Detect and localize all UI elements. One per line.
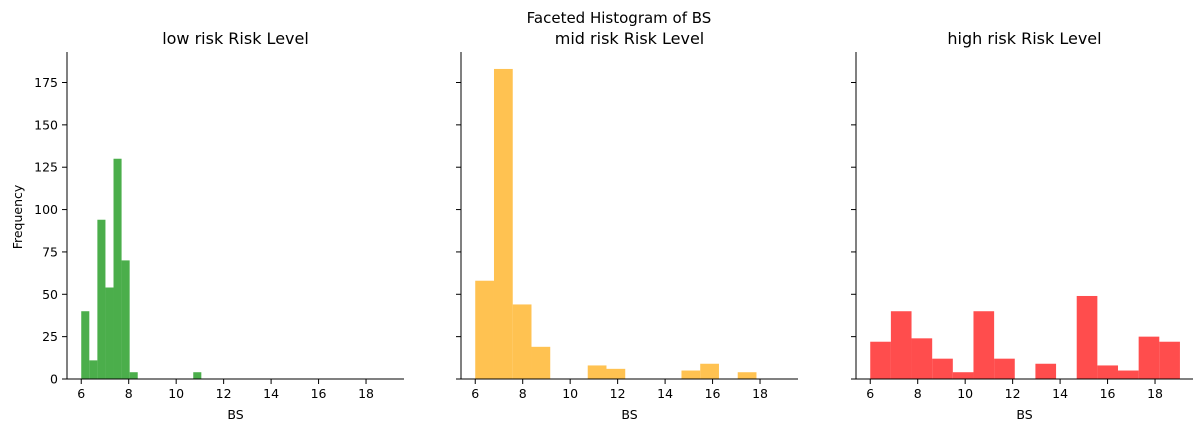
x-tick-label: 12 — [610, 386, 626, 401]
x-tick-label: 8 — [914, 386, 922, 401]
x-tick-label: 12 — [1005, 386, 1021, 401]
histogram-bar — [681, 370, 701, 379]
x-tick-label: 12 — [216, 386, 232, 401]
histogram-bar — [1035, 363, 1057, 379]
x-axis-label: BS — [227, 407, 243, 422]
histogram-bar — [121, 260, 130, 379]
histogram-bar — [493, 68, 513, 380]
histogram-bar — [932, 358, 953, 379]
histogram-bar — [994, 358, 1015, 379]
histogram-bar — [952, 372, 974, 379]
y-axis-label: Frequency — [10, 184, 25, 249]
x-axis-label: BS — [1016, 407, 1032, 422]
facet-panel-2: 6 8 10 12 14 16 18 BS mid risk Risk Level — [456, 29, 798, 422]
histogram-bar — [737, 372, 757, 379]
y-tick-label: 150 — [34, 117, 58, 132]
x-tick-label: 18 — [358, 386, 374, 401]
x-tick-label: 10 — [957, 386, 973, 401]
chart-suptitle: Faceted Histogram of BS — [527, 9, 712, 27]
histogram-bar — [911, 338, 933, 379]
x-tick-label: 6 — [866, 386, 874, 401]
y-tick-label: 125 — [34, 160, 58, 175]
histogram-bar — [81, 311, 90, 379]
facet-panel-1: 0 25 50 75 100 125 150 175 6 8 10 12 14 16 18 BS low ris… — [34, 29, 404, 422]
facet-title: mid risk Risk Level — [555, 29, 704, 48]
histogram-bar — [606, 368, 626, 379]
x-tick-label: 6 — [77, 386, 85, 401]
y-tick-label: 0 — [50, 372, 58, 387]
y-tick-label: 175 — [34, 75, 58, 90]
x-tick-label: 18 — [752, 386, 768, 401]
y-tick-label: 50 — [42, 287, 58, 302]
x-tick-label: 16 — [1100, 386, 1116, 401]
histogram-bar — [129, 372, 138, 379]
histogram-bar — [700, 363, 719, 379]
x-axis-label: BS — [621, 407, 637, 422]
histogram-bar — [973, 311, 995, 379]
histogram-bar — [1138, 336, 1160, 379]
histogram-bar — [512, 304, 532, 379]
x-tick-label: 14 — [1052, 386, 1068, 401]
histogram-bar — [89, 360, 98, 379]
x-tick-label: 14 — [657, 386, 673, 401]
histogram-bar — [475, 280, 494, 379]
histogram-bar — [1118, 370, 1139, 379]
x-tick-label: 16 — [311, 386, 327, 401]
facet-title: high risk Risk Level — [947, 29, 1101, 48]
y-tick-label: 100 — [34, 202, 58, 217]
y-tick-label: 25 — [42, 329, 58, 344]
histogram-bar — [193, 372, 202, 379]
histogram-bar — [587, 365, 607, 379]
x-tick-label: 14 — [263, 386, 279, 401]
histogram-bar — [531, 346, 551, 379]
x-tick-label: 10 — [168, 386, 184, 401]
x-tick-label: 10 — [562, 386, 578, 401]
x-tick-label: 8 — [125, 386, 133, 401]
facet-panel-3: 6 8 10 12 14 16 18 BS high risk Risk Level — [851, 29, 1193, 422]
histogram-bar — [890, 311, 912, 379]
x-tick-label: 18 — [1147, 386, 1163, 401]
histogram-bar — [105, 287, 114, 379]
histogram-bar — [113, 158, 122, 379]
x-tick-label: 16 — [705, 386, 721, 401]
y-tick-label: 75 — [42, 244, 58, 259]
facet-title: low risk Risk Level — [162, 29, 309, 48]
x-tick-label: 8 — [519, 386, 527, 401]
histogram-bar — [870, 341, 891, 379]
histogram-bar — [1097, 365, 1119, 379]
histogram-bar — [1076, 295, 1098, 379]
histogram-bar — [97, 219, 106, 379]
histogram-bar — [1159, 341, 1180, 379]
x-tick-label: 6 — [471, 386, 479, 401]
